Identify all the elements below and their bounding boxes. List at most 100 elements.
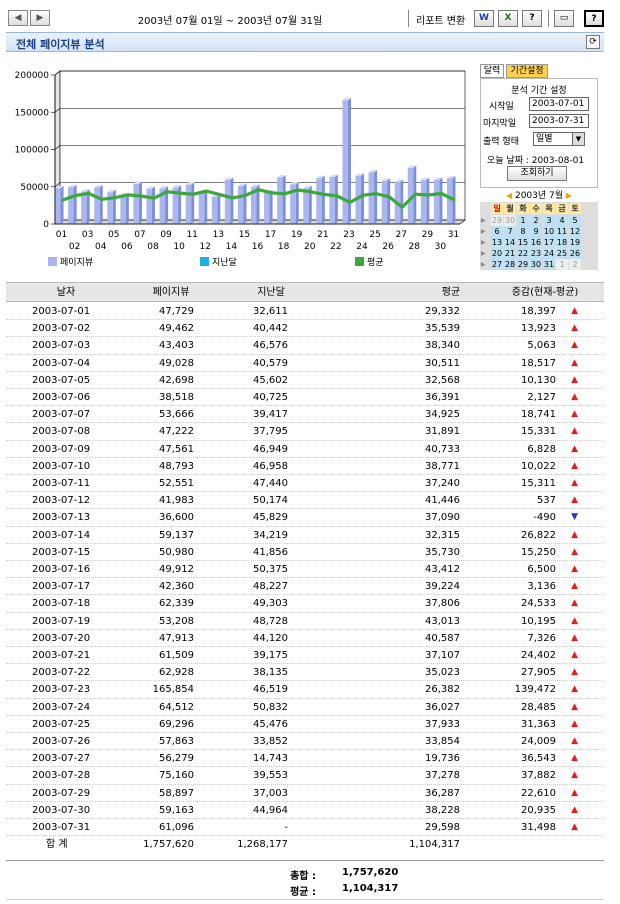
end-date-input[interactable]: 2003-07-31 xyxy=(529,114,589,128)
row-average: 31,891 xyxy=(425,426,460,438)
refresh-icon[interactable]: ⟳ xyxy=(586,35,600,49)
next-month-icon[interactable]: ▶ xyxy=(565,191,573,200)
row-change: -490 xyxy=(533,512,556,524)
row-date: 2003-07-19 xyxy=(32,615,91,627)
calendar-day[interactable]: 13 xyxy=(491,237,503,248)
bar-side-pageview xyxy=(374,169,378,224)
bar-top-pageview xyxy=(420,177,430,181)
tab-calendar[interactable]: 달력 xyxy=(480,64,504,78)
prev-month-icon[interactable]: ◀ xyxy=(505,191,513,200)
week-select-icon[interactable]: ▶ xyxy=(481,228,486,235)
calendar-day[interactable]: 2 xyxy=(530,215,542,226)
separator xyxy=(548,10,549,27)
row-average: 37,933 xyxy=(425,718,460,730)
excel-export-icon[interactable]: X xyxy=(498,10,518,27)
prev-period-button[interactable]: ◀ xyxy=(8,10,28,26)
start-date-input[interactable]: 2003-07-01 xyxy=(529,97,589,111)
calendar-day[interactable]: 29 xyxy=(517,259,529,270)
next-period-button[interactable]: ▶ xyxy=(30,10,50,26)
table-row: 2003-07-05 42,698 45,602 32,568 10,130 ▲ xyxy=(6,372,604,389)
calendar-month-header: ◀ 2003년 7월 ▶ xyxy=(480,190,598,202)
total-last-month: 1,268,177 xyxy=(237,839,288,851)
output-type-select[interactable]: 일별 ▼ xyxy=(533,132,585,146)
week-select-icon[interactable]: ▶ xyxy=(481,239,486,246)
row-date: 2003-07-22 xyxy=(32,667,91,679)
calendar-day[interactable]: 3 xyxy=(543,215,555,226)
calendar-day[interactable]: 10 xyxy=(543,226,555,237)
calendar-day[interactable]: 2 xyxy=(569,259,581,270)
bar-top-pageview xyxy=(446,176,456,179)
info-icon[interactable]: ? xyxy=(584,10,604,27)
x-tick-label: 25 xyxy=(369,230,380,240)
calendar-day[interactable]: 1 xyxy=(556,259,568,270)
calendar-day[interactable]: 26 xyxy=(569,248,581,259)
row-last-month: - xyxy=(284,822,288,833)
bar-pageview xyxy=(342,100,348,224)
help-icon[interactable]: ? xyxy=(522,10,542,27)
bar-top-pageview xyxy=(433,177,443,180)
calendar-day[interactable]: 22 xyxy=(517,248,529,259)
total-label: 총합 : xyxy=(290,871,316,882)
calendar-day[interactable]: 21 xyxy=(504,248,516,259)
calendar-day[interactable]: 12 xyxy=(569,226,581,237)
calendar-day[interactable]: 8 xyxy=(517,226,529,237)
calendar-day[interactable]: 30 xyxy=(530,259,542,270)
calendar-day[interactable]: 24 xyxy=(543,248,555,259)
calendar-day[interactable]: 9 xyxy=(530,226,542,237)
row-date: 2003-07-24 xyxy=(32,701,91,713)
row-average: 32,568 xyxy=(425,374,460,386)
row-date: 2003-07-21 xyxy=(32,650,91,661)
calendar-day[interactable]: 17 xyxy=(543,237,555,248)
row-change: 2,127 xyxy=(527,392,556,403)
calendar-day[interactable]: 6 xyxy=(491,226,503,237)
table-row: 2003-07-15 50,980 41,856 35,730 15,250 ▲ xyxy=(6,544,604,561)
bar-pageview xyxy=(211,196,218,224)
row-last-month: 46,949 xyxy=(253,443,288,455)
table-row: 2003-07-10 48,793 46,958 38,771 10,022 ▲ xyxy=(6,458,604,475)
bar-side-pageview xyxy=(282,175,286,224)
row-pageview: 36,600 xyxy=(159,512,194,524)
calendar-day[interactable]: 30 xyxy=(504,215,516,226)
week-select-icon[interactable]: ▶ xyxy=(481,217,486,224)
row-pageview: 165,854 xyxy=(152,684,194,696)
calendar-day[interactable]: 28 xyxy=(504,259,516,270)
tab-period[interactable]: 기간설정 xyxy=(506,64,548,78)
header-average: 평균 xyxy=(441,287,461,298)
start-date-label: 시작일 xyxy=(489,102,514,112)
word-export-icon[interactable]: W xyxy=(474,10,494,27)
calendar-day[interactable]: 1 xyxy=(517,215,529,226)
calendar-day[interactable]: 20 xyxy=(491,248,503,259)
calendar-day[interactable]: 18 xyxy=(556,237,568,248)
calendar-day[interactable]: 19 xyxy=(569,237,581,248)
bar-top-pageview xyxy=(316,175,325,179)
calendar-day[interactable]: 25 xyxy=(556,248,568,259)
average-point xyxy=(113,196,116,199)
bar-top-pageview xyxy=(290,181,299,185)
row-pageview: 43,403 xyxy=(159,340,194,352)
calendar-day[interactable]: 11 xyxy=(556,226,568,237)
bar-top-pageview xyxy=(133,181,142,185)
x-tick-label: 30 xyxy=(435,242,447,252)
table-row: 2003-07-20 47,913 44,120 40,587 7,326 ▲ xyxy=(6,630,604,647)
calendar-day[interactable]: 29 xyxy=(491,215,503,226)
calendar-day[interactable]: 16 xyxy=(530,237,542,248)
calendar-day[interactable]: 5 xyxy=(569,215,581,226)
query-button[interactable]: 조회하기 xyxy=(507,166,567,181)
calendar-day[interactable]: 15 xyxy=(517,237,529,248)
calendar-day[interactable]: 14 xyxy=(504,237,516,248)
section-title-bar: 전체 페이지뷰 분석 ⟳ xyxy=(6,32,604,52)
calendar-day[interactable]: 27 xyxy=(491,259,503,270)
print-icon[interactable]: ▭ xyxy=(554,10,574,27)
row-change: 31,498 xyxy=(521,822,556,833)
calendar-day[interactable]: 23 xyxy=(530,248,542,259)
row-date: 2003-07-06 xyxy=(32,392,91,403)
arrow-up-icon: ▲ xyxy=(571,426,578,437)
row-last-month: 44,120 xyxy=(253,632,288,644)
calendar-day[interactable]: 4 xyxy=(556,215,568,226)
week-select-icon[interactable]: ▶ xyxy=(481,261,486,268)
y-tick-label: 0 xyxy=(43,220,49,230)
week-select-icon[interactable]: ▶ xyxy=(481,250,486,257)
calendar-day[interactable]: 7 xyxy=(504,226,516,237)
report-convert-label: 리포트 변환 xyxy=(416,16,466,27)
calendar-day[interactable]: 31 xyxy=(543,259,555,270)
